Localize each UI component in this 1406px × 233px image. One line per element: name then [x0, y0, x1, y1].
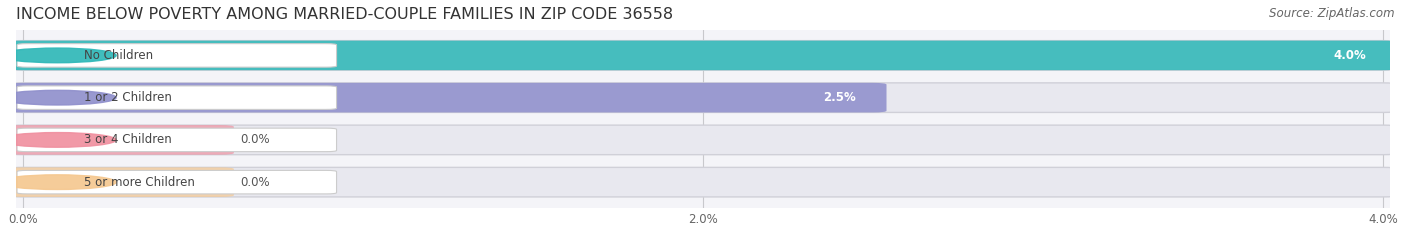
FancyBboxPatch shape: [17, 86, 336, 110]
Circle shape: [0, 48, 117, 63]
Text: Source: ZipAtlas.com: Source: ZipAtlas.com: [1270, 7, 1395, 20]
Text: 1 or 2 Children: 1 or 2 Children: [84, 91, 172, 104]
FancyBboxPatch shape: [10, 83, 887, 113]
Text: 0.0%: 0.0%: [240, 176, 270, 189]
FancyBboxPatch shape: [17, 128, 336, 152]
FancyBboxPatch shape: [10, 83, 1396, 113]
FancyBboxPatch shape: [10, 41, 1396, 70]
FancyBboxPatch shape: [10, 167, 1396, 197]
FancyBboxPatch shape: [10, 125, 1396, 155]
FancyBboxPatch shape: [10, 125, 233, 155]
Text: 0.0%: 0.0%: [240, 134, 270, 146]
FancyBboxPatch shape: [17, 170, 336, 194]
Text: 2.5%: 2.5%: [823, 91, 856, 104]
Text: 3 or 4 Children: 3 or 4 Children: [84, 134, 172, 146]
FancyBboxPatch shape: [10, 167, 233, 197]
Circle shape: [0, 90, 117, 105]
FancyBboxPatch shape: [17, 44, 336, 67]
Text: 4.0%: 4.0%: [1333, 49, 1365, 62]
Text: 5 or more Children: 5 or more Children: [84, 176, 195, 189]
FancyBboxPatch shape: [10, 41, 1396, 70]
Circle shape: [0, 175, 117, 189]
Text: No Children: No Children: [84, 49, 153, 62]
Circle shape: [0, 133, 117, 147]
Text: INCOME BELOW POVERTY AMONG MARRIED-COUPLE FAMILIES IN ZIP CODE 36558: INCOME BELOW POVERTY AMONG MARRIED-COUPL…: [17, 7, 673, 22]
